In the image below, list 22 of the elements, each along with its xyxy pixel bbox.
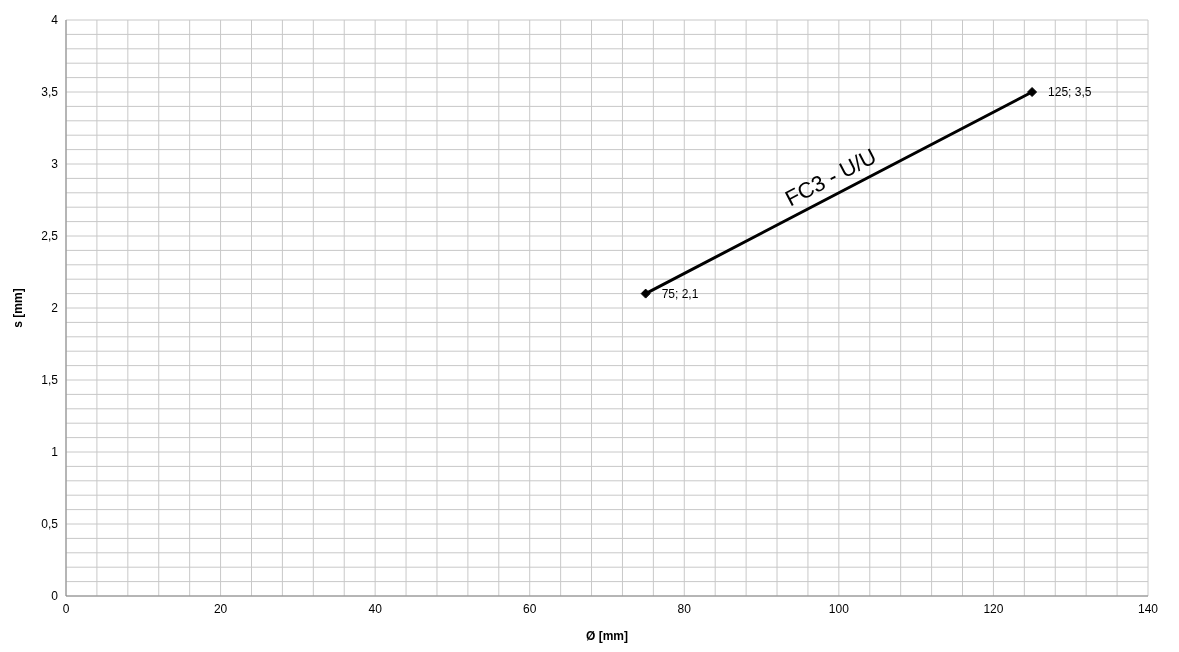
- x-tick-label: 0: [62, 601, 70, 616]
- y-tick-label: 0: [51, 589, 59, 604]
- y-tick-label: 4: [51, 13, 59, 28]
- x-tick-label: 100: [828, 601, 850, 616]
- text: FC3 - U/U: [781, 143, 881, 212]
- x-tick-label: 40: [368, 601, 383, 616]
- x-tick-label: 120: [983, 601, 1004, 616]
- y-tick-label: 3: [51, 157, 59, 172]
- x-axis-title: Ø [mm]: [586, 629, 628, 643]
- y-tick-label: 2,5: [41, 229, 59, 244]
- x-tick-label: 60: [523, 601, 537, 616]
- y-tick-label: 2: [51, 301, 59, 316]
- y-tick-label: 3,5: [41, 85, 59, 100]
- y-tick-label: 1,5: [41, 373, 59, 388]
- data-label: 75; 2,1: [661, 286, 699, 301]
- y-tick-label: 1: [51, 445, 59, 460]
- data-label: 125; 3,5: [1048, 85, 1092, 99]
- x-tick-label: 20: [213, 601, 228, 616]
- x-tick-label: 140: [1137, 601, 1159, 616]
- y-axis-title: s [mm]: [11, 288, 26, 328]
- y-tick-label: 0,5: [41, 517, 59, 532]
- x-tick-label: 80: [677, 601, 692, 616]
